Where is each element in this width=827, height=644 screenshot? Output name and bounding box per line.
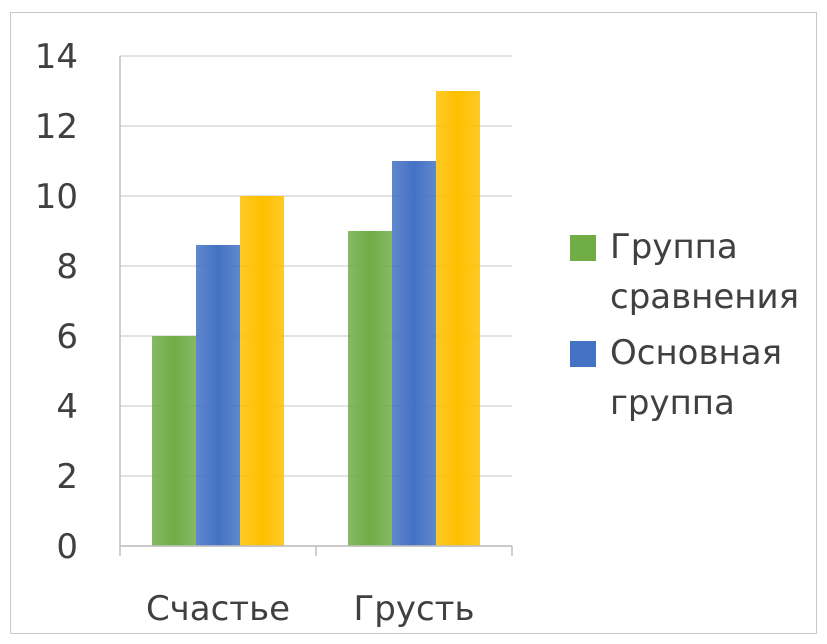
bar-Грусть-series-2 — [436, 91, 480, 546]
x-category-label: Грусть — [354, 589, 475, 629]
y-tick-label: 12 — [35, 107, 78, 147]
bar-Грусть-series-0 — [348, 231, 392, 546]
legend-label: Группа сравнения — [610, 227, 800, 317]
y-tick-label: 14 — [35, 37, 78, 77]
legend: Группа сравнения Основная группа — [570, 222, 820, 434]
legend-swatch — [570, 341, 596, 367]
legend-item-main-group: Основная группа — [570, 328, 820, 428]
y-tick-label: 6 — [56, 317, 78, 357]
y-tick-label: 4 — [56, 387, 78, 427]
y-tick-label: 0 — [56, 527, 78, 567]
x-axis-categories: Счастье Грусть — [146, 589, 475, 629]
legend-label: Основная группа — [610, 333, 783, 423]
legend-item-comparison-group: Группа сравнения — [570, 222, 820, 322]
y-axis-ticks: 0 2 4 6 8 10 12 14 — [35, 37, 78, 567]
y-tick-label: 10 — [35, 177, 78, 217]
bar-Грусть-series-1 — [392, 161, 436, 546]
bar-Счастье-series-2 — [240, 196, 284, 546]
x-category-label: Счастье — [146, 589, 290, 629]
bar-Счастье-series-0 — [152, 336, 196, 546]
bar-Счастье-series-1 — [196, 245, 240, 546]
x-axis — [119, 56, 513, 556]
y-tick-label: 2 — [56, 457, 78, 497]
bars — [152, 91, 480, 546]
legend-swatch — [570, 235, 596, 261]
y-tick-label: 8 — [56, 247, 78, 287]
